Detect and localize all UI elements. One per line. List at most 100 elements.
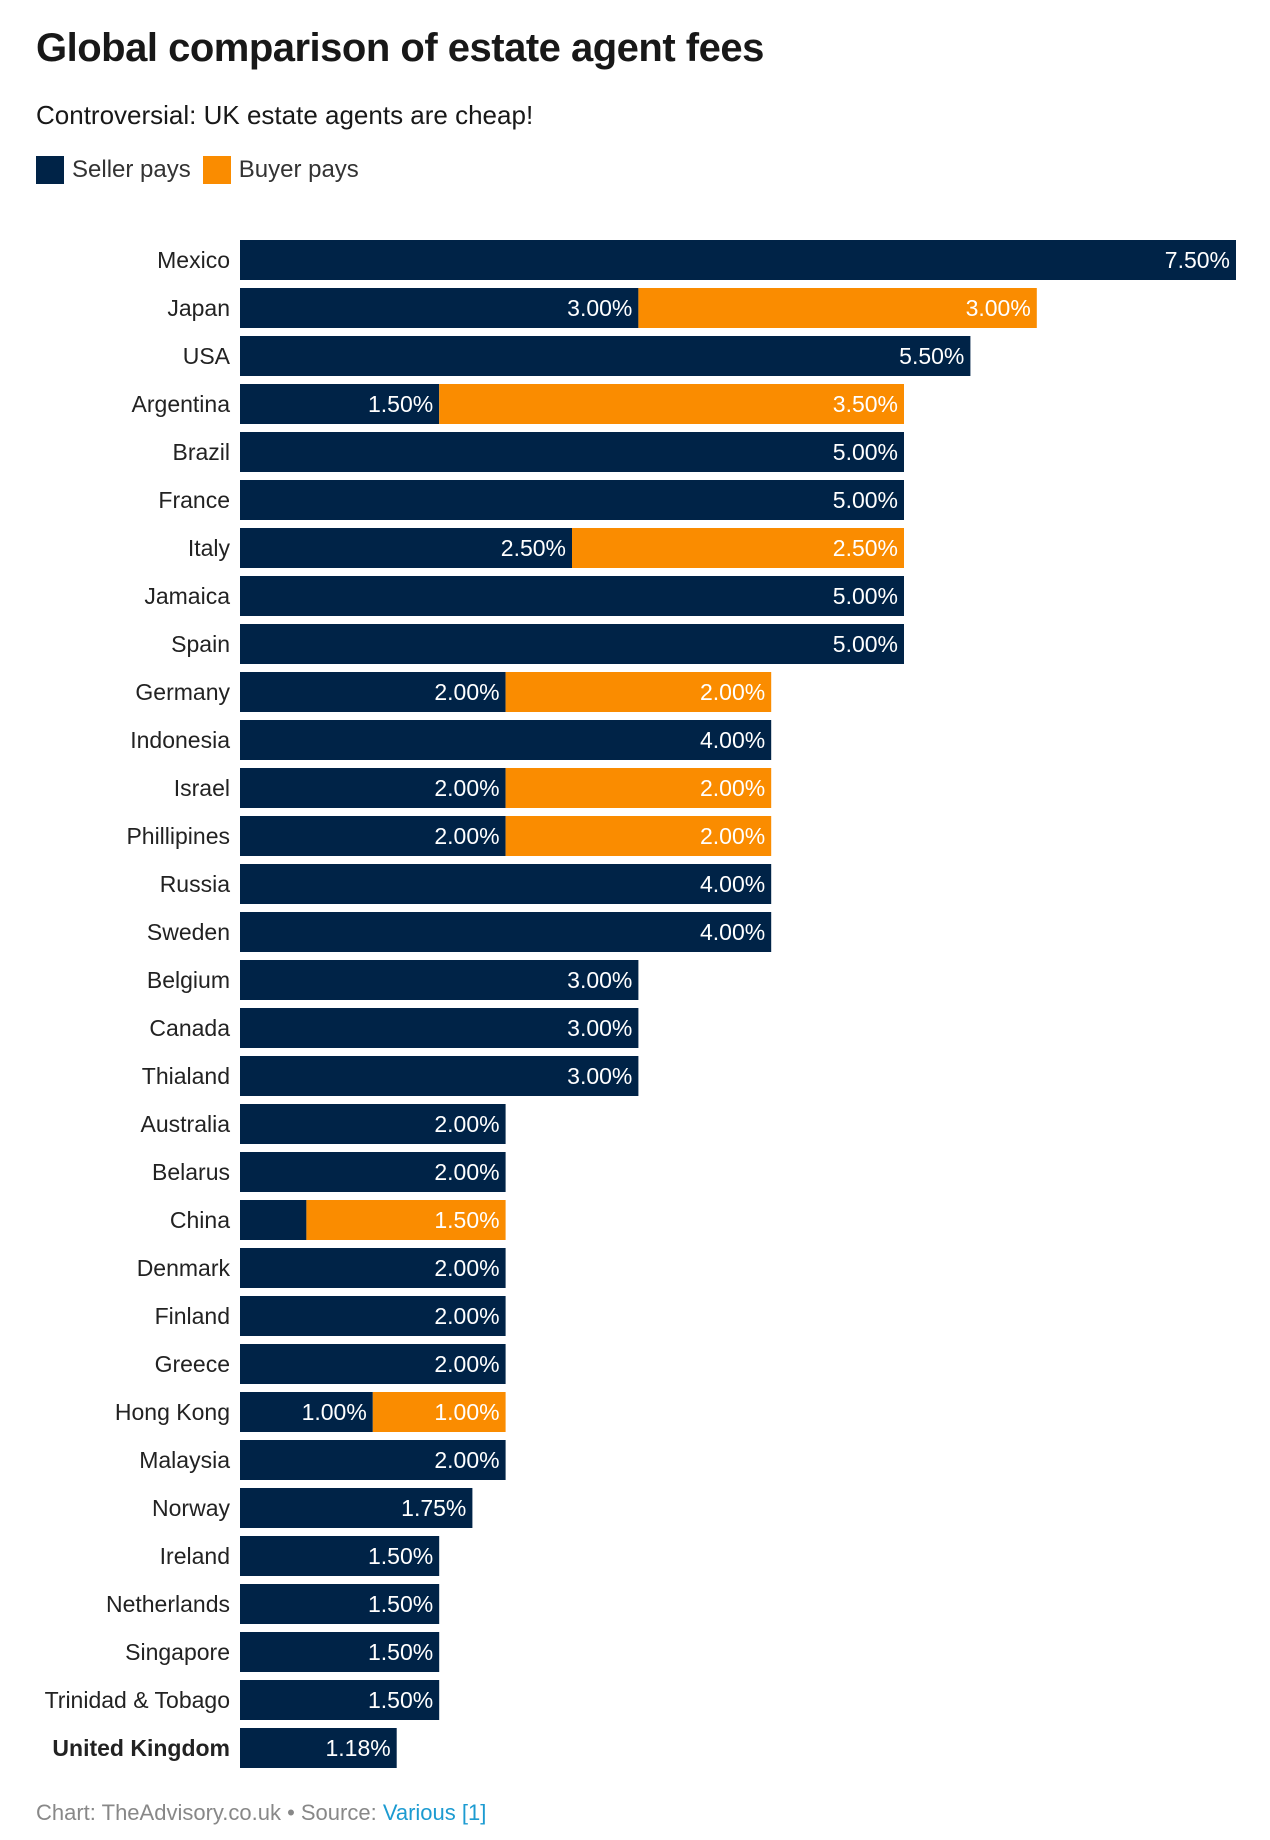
seller-bar <box>240 768 506 808</box>
data-label: 1.18% <box>325 1735 390 1761</box>
seller-bar <box>240 672 506 712</box>
seller-bar <box>240 912 772 952</box>
data-label: 1.50% <box>368 1639 433 1665</box>
data-label: 1.50% <box>368 1543 433 1569</box>
seller-bar <box>240 864 772 904</box>
data-label: 2.00% <box>434 1303 499 1329</box>
data-label: 1.50% <box>368 1591 433 1617</box>
data-label: 4.00% <box>700 919 765 945</box>
category-label: Israel <box>174 775 230 801</box>
category-label: Netherlands <box>106 1591 230 1617</box>
seller-bar <box>240 576 904 616</box>
category-label: Finland <box>155 1303 230 1329</box>
chart-title: Global comparison of estate agent fees <box>36 26 764 70</box>
data-label: 2.00% <box>434 679 499 705</box>
category-label: Argentina <box>132 391 231 417</box>
category-label: Phillipines <box>126 823 230 849</box>
chart-subtitle: Controversial: UK estate agents are chea… <box>36 100 534 130</box>
seller-bar <box>240 816 506 856</box>
data-label: 3.00% <box>567 295 632 321</box>
buyer-bar <box>505 816 772 856</box>
category-label: Sweden <box>147 919 230 945</box>
category-label: Australia <box>141 1111 231 1137</box>
category-label: France <box>158 487 230 513</box>
seller-bar <box>240 1296 506 1336</box>
seller-bar <box>240 1680 440 1720</box>
seller-bar <box>240 1440 506 1480</box>
category-label: Jamaica <box>144 583 230 609</box>
category-label: Hong Kong <box>115 1399 230 1425</box>
data-label: 2.00% <box>700 679 765 705</box>
seller-bar <box>240 528 572 568</box>
legend-swatch-buyer <box>202 156 231 184</box>
source-link[interactable]: Various [1] <box>382 1800 487 1825</box>
seller-bar <box>240 1392 373 1432</box>
category-label: Russia <box>160 871 231 897</box>
seller-bar <box>240 720 772 760</box>
seller-bar <box>240 336 971 376</box>
data-label: 7.50% <box>1165 247 1230 273</box>
category-label: Greece <box>155 1351 230 1377</box>
chart-footer: Chart: TheAdvisory.co.uk • Source: Vario… <box>36 1800 486 1826</box>
seller-bar <box>240 1344 506 1384</box>
seller-bar <box>240 240 1236 280</box>
seller-bar <box>240 432 904 472</box>
legend: Seller pays Buyer pays <box>36 156 371 184</box>
seller-bar <box>240 384 440 424</box>
bar-chart: Mexico 7.50% Japan 3.00% 3.00% USA 5.50% Argent… <box>45 240 1236 1768</box>
seller-bar <box>240 960 639 1000</box>
category-label: Thialand <box>142 1063 230 1089</box>
buyer-bar <box>439 384 904 424</box>
buyer-bar <box>505 672 772 712</box>
buyer-bar <box>572 528 904 568</box>
data-label: 2.00% <box>434 1111 499 1137</box>
category-label: Ireland <box>160 1543 230 1569</box>
category-label: Denmark <box>137 1255 231 1281</box>
legend-item-seller: Seller pays <box>36 156 191 184</box>
data-label: 1.50% <box>368 1687 433 1713</box>
buyer-bar <box>505 768 772 808</box>
category-label: Germany <box>135 679 230 705</box>
seller-bar <box>240 1152 506 1192</box>
data-label: 2.00% <box>434 1159 499 1185</box>
category-label: Japan <box>167 295 230 321</box>
category-label: Brazil <box>172 439 230 465</box>
data-label: 4.00% <box>700 871 765 897</box>
legend-label-buyer: Buyer pays <box>238 156 359 183</box>
seller-bar <box>240 1488 473 1528</box>
category-label: Canada <box>149 1015 230 1041</box>
category-label: Belgium <box>147 967 230 993</box>
data-label: 1.00% <box>434 1399 499 1425</box>
seller-bar <box>240 624 904 664</box>
seller-bar <box>240 288 639 328</box>
seller-bar <box>240 1200 307 1240</box>
data-label: 1.50% <box>368 391 433 417</box>
data-label: 1.50% <box>434 1207 499 1233</box>
seller-bar <box>240 1536 440 1576</box>
data-label: 2.00% <box>434 823 499 849</box>
category-label: Trinidad & Tobago <box>45 1687 230 1713</box>
legend-item-buyer: Buyer pays <box>202 156 359 184</box>
footer-credit: Chart: TheAdvisory.co.uk • Source: <box>36 1800 383 1825</box>
data-label: 3.50% <box>833 391 898 417</box>
category-label: Singapore <box>125 1639 230 1665</box>
seller-bar <box>240 1248 506 1288</box>
category-label: Malaysia <box>139 1447 230 1473</box>
seller-bar <box>240 1056 639 1096</box>
category-label: USA <box>183 343 231 369</box>
buyer-bar <box>372 1392 506 1432</box>
seller-bar <box>240 1632 440 1672</box>
data-label: 1.00% <box>302 1399 367 1425</box>
buyer-bar <box>306 1200 506 1240</box>
buyer-bar <box>638 288 1037 328</box>
seller-bar <box>240 1728 397 1768</box>
category-label: China <box>170 1207 230 1233</box>
data-label: 3.00% <box>966 295 1031 321</box>
data-label: 2.00% <box>434 775 499 801</box>
data-label: 2.00% <box>700 775 765 801</box>
data-label: 2.00% <box>434 1255 499 1281</box>
seller-bar <box>240 1008 639 1048</box>
category-label: Belarus <box>152 1159 230 1185</box>
category-label: Italy <box>188 535 231 561</box>
data-label: 3.00% <box>567 967 632 993</box>
